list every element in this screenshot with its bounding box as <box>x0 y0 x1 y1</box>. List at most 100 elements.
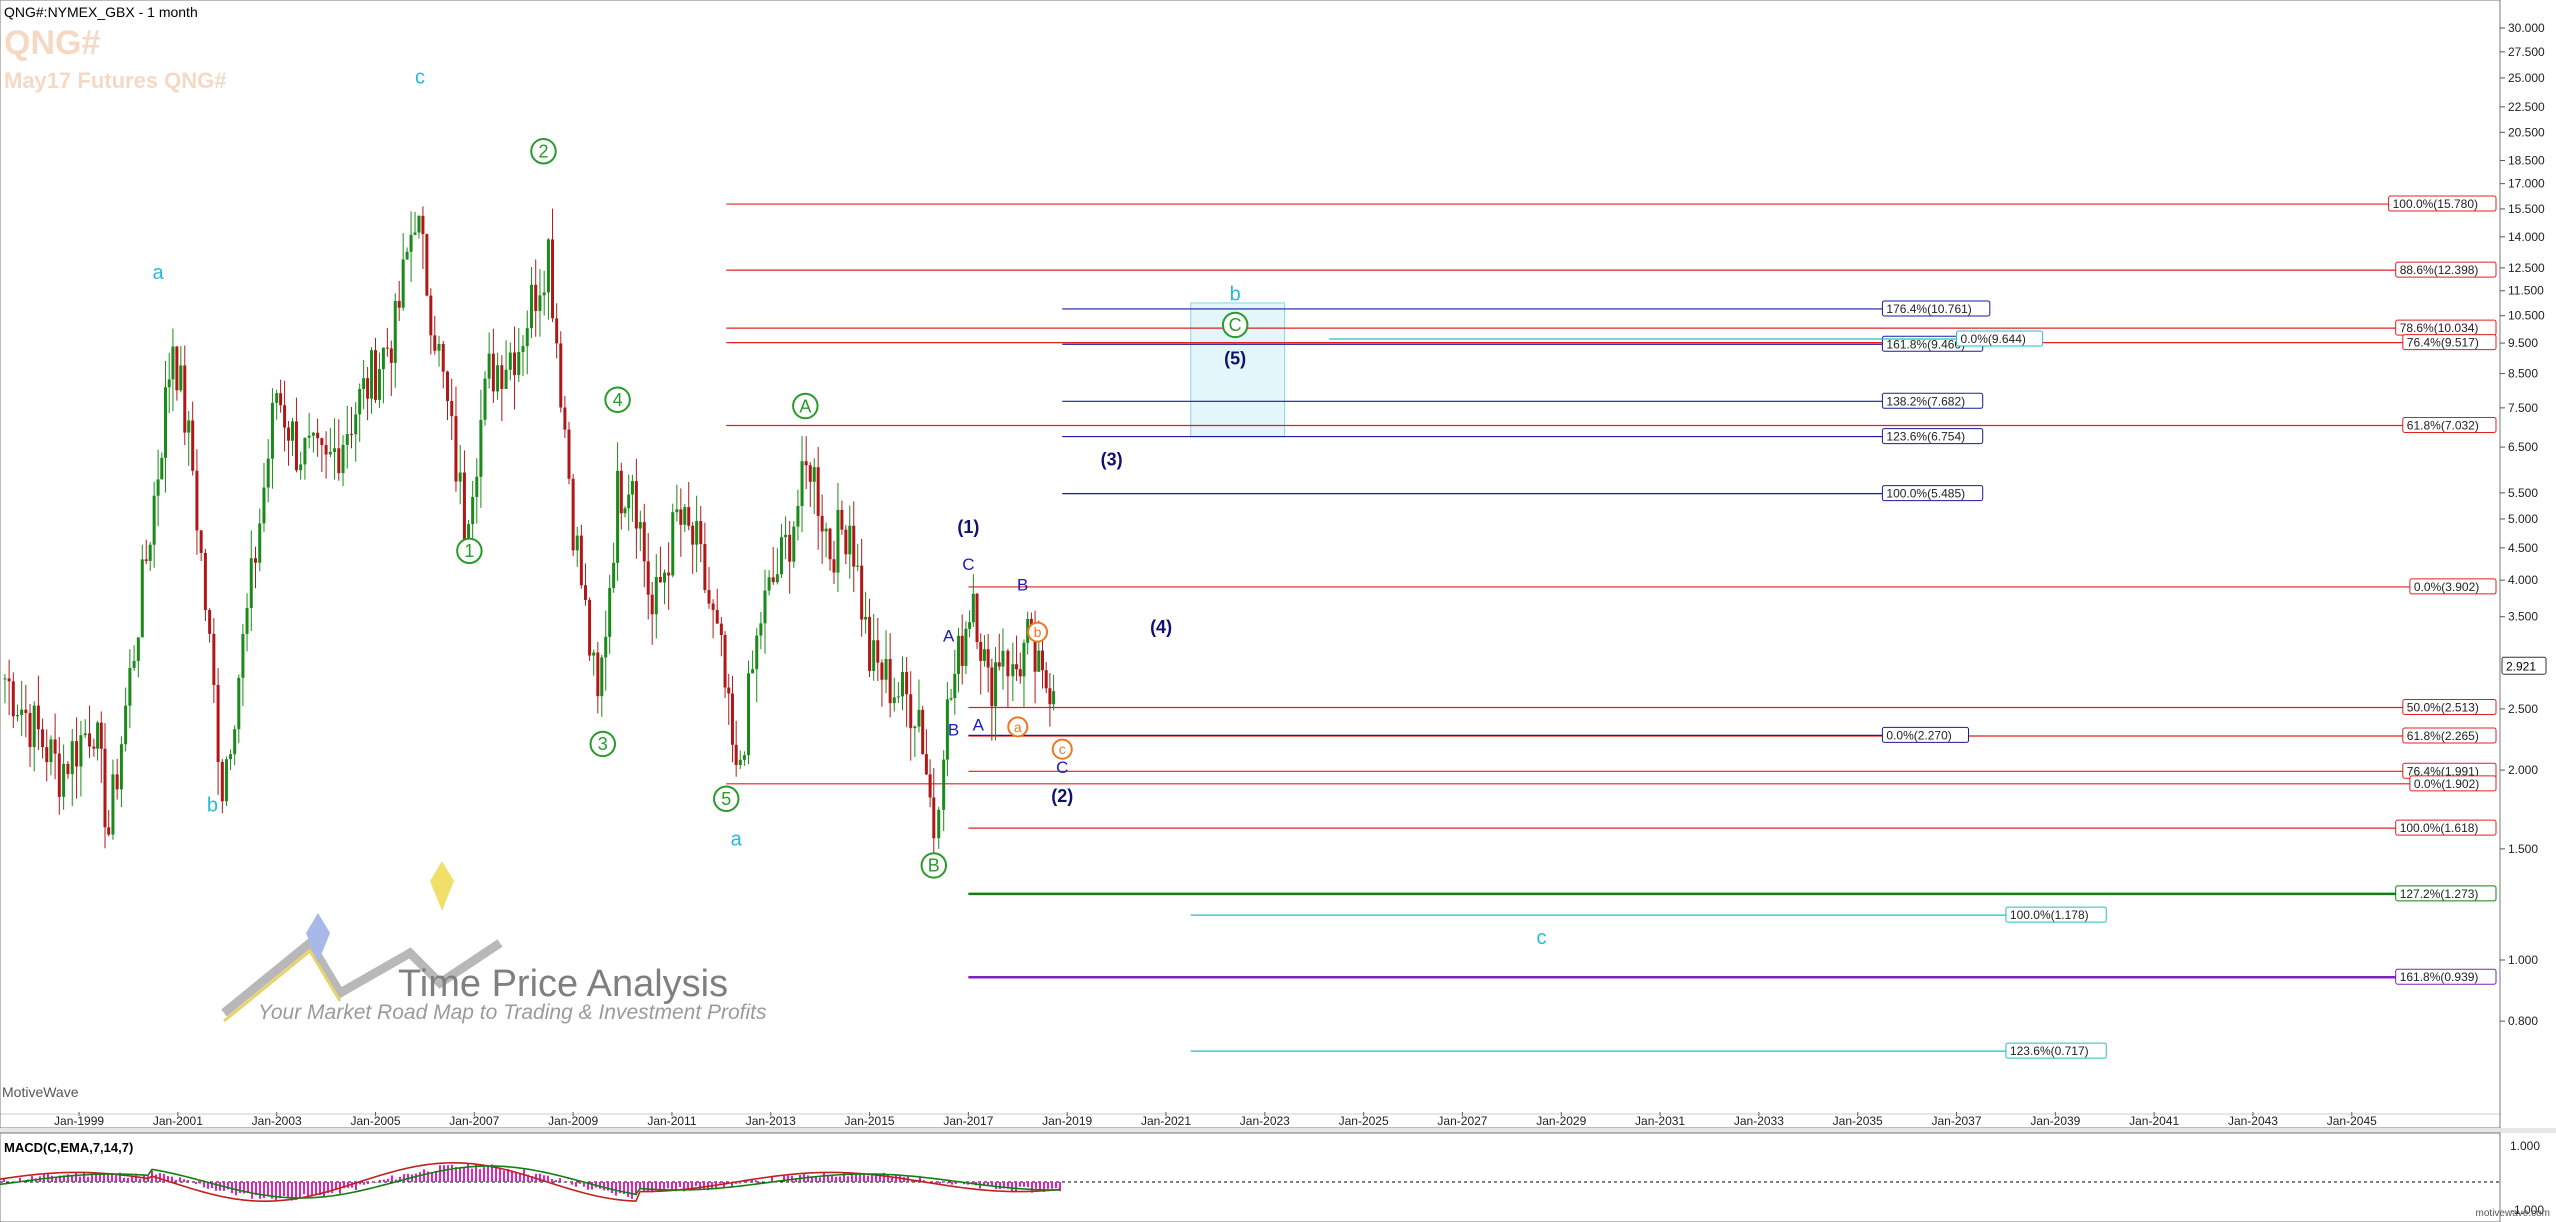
price-bar-body <box>1022 642 1026 677</box>
price-bar-body <box>160 457 164 480</box>
y-tick-label: 9.500 <box>2508 336 2538 350</box>
y-tick-label: 18.500 <box>2508 153 2545 167</box>
x-tick-label: Jan-1999 <box>54 1114 104 1128</box>
fib-label-box <box>2409 775 2497 792</box>
price-bar-body <box>504 369 508 389</box>
fib-label-box <box>2005 906 2107 923</box>
price-bar-body <box>1011 664 1015 677</box>
x-tick-label: Jan-2043 <box>2228 1114 2278 1128</box>
price-bar-body <box>270 402 274 459</box>
price-bar-body <box>658 576 662 583</box>
price-bar-body <box>462 472 466 540</box>
wave-label: A <box>943 626 955 645</box>
fib-label-box <box>2005 1042 2107 1059</box>
fib-label-box <box>2402 334 2497 351</box>
wave-label: 5 <box>721 789 731 809</box>
price-bar-body <box>832 559 836 573</box>
price-bar-body <box>784 534 788 538</box>
fib-label-box <box>2402 698 2497 715</box>
price-bar-body <box>487 353 491 379</box>
fib-label-box <box>1881 485 1984 502</box>
price-bar-body <box>413 232 417 235</box>
x-tick-label: Jan-2039 <box>2030 1114 2080 1128</box>
price-bar-body <box>241 633 245 678</box>
y-tick-label: 4.500 <box>2508 541 2538 555</box>
price-bar-body <box>1040 650 1044 671</box>
price-bar-body <box>816 467 820 516</box>
price-bar-body <box>203 552 207 611</box>
price-bar-body <box>654 576 658 615</box>
price-bar-body <box>224 759 228 802</box>
price-bar-body <box>913 726 917 729</box>
price-bar-body <box>429 295 433 336</box>
price-bar-body <box>864 616 868 620</box>
y-tick-label: 1.000 <box>2508 953 2538 967</box>
price-bar-body <box>840 509 844 530</box>
price-bar-body <box>316 432 320 439</box>
price-bar-body <box>88 733 92 747</box>
price-bar-body <box>800 461 804 506</box>
price-bar-body <box>638 522 642 529</box>
price-bar-body <box>600 657 604 697</box>
price-bar-body <box>538 295 542 311</box>
price-bar-body <box>1006 650 1010 677</box>
price-bar-body <box>262 487 266 524</box>
price-bar-body <box>971 593 975 623</box>
wave-label-circle <box>589 730 617 758</box>
y-tick-label: 30.000 <box>2508 21 2545 35</box>
price-bar-body <box>856 565 860 567</box>
price-bar-body <box>128 667 132 706</box>
price-bar-body <box>290 421 294 441</box>
wave-label: (4) <box>1150 617 1172 637</box>
price-bar-body <box>792 526 796 562</box>
price-bar-body <box>650 594 654 615</box>
price-bar-body <box>216 685 220 762</box>
price-bar-body <box>3 678 7 680</box>
price-bar-body <box>579 535 583 586</box>
price-bar-body <box>612 562 616 588</box>
price-bar-body <box>575 535 579 551</box>
price-bar-body <box>92 746 96 749</box>
price-bar-body <box>409 234 413 252</box>
price-bar-body <box>70 741 74 775</box>
x-tick-label: Jan-2031 <box>1635 1114 1685 1128</box>
price-bar-body <box>1029 618 1033 628</box>
brand-mark-icon <box>221 861 503 1023</box>
price-bar-body <box>454 416 458 482</box>
price-bar-body <box>788 534 792 562</box>
price-bar-body <box>148 544 152 561</box>
price-bar-body <box>663 572 667 583</box>
fib-label: 161.8%(9.460) <box>1886 337 1965 351</box>
fib-label: 61.8%(7.032) <box>2407 419 2479 433</box>
price-bar-body <box>994 662 998 707</box>
price-bar-body <box>349 434 353 436</box>
price-bar-body <box>759 623 763 636</box>
price-bar-body <box>964 628 968 666</box>
wave-label: C <box>1229 315 1242 335</box>
price-bar-body <box>425 234 429 296</box>
x-tick-label: Jan-2019 <box>1042 1114 1092 1128</box>
fib-label-box <box>2395 885 2497 902</box>
price-bar-body <box>675 509 679 513</box>
y-tick-label: 8.500 <box>2508 367 2538 381</box>
price-bar-body <box>245 608 249 634</box>
price-bar-body <box>534 284 538 311</box>
wave-label: B <box>948 720 959 739</box>
price-bar-body <box>475 476 479 497</box>
price-bar-body <box>949 698 953 700</box>
price-bar-body <box>727 687 731 694</box>
brand-name: Time Price Analysis <box>398 963 729 1005</box>
price-bar-body <box>24 709 28 713</box>
price-bar-body <box>513 352 517 376</box>
brand-logo: Time Price Analysis Your Market Road Map… <box>220 853 767 1038</box>
price-bar-body <box>872 640 876 671</box>
price-bar-body <box>124 705 128 745</box>
price-bar-body <box>707 590 711 604</box>
price-bar-body <box>852 525 856 567</box>
pane-separator <box>0 1128 2556 1133</box>
wave-label: 3 <box>598 734 608 754</box>
price-bar-body <box>1052 691 1056 705</box>
wave-label: B <box>928 856 940 876</box>
price-bar-body <box>975 593 979 643</box>
